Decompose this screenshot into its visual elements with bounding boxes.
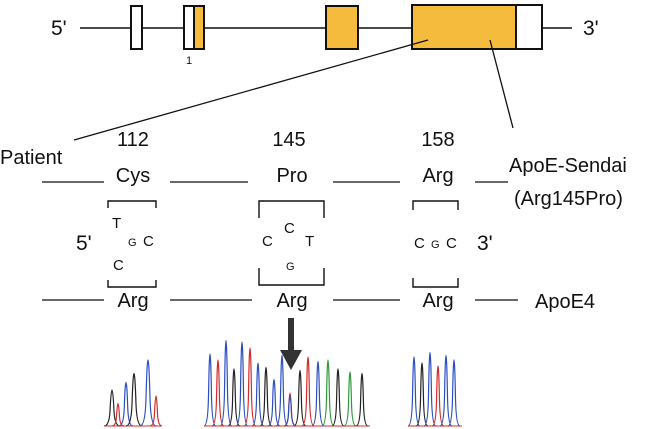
codon-145-position: 145 <box>272 129 305 151</box>
zoom-line-right <box>489 39 514 129</box>
chromatogram-peak <box>447 359 461 427</box>
codon-158-base-c2: C <box>446 235 457 252</box>
chromatogram-peak <box>275 355 289 427</box>
bracket-112-top <box>107 200 157 208</box>
chromatogram-peak <box>111 402 125 427</box>
exon-noncoding-3 <box>515 4 543 50</box>
bracket-112-bottom <box>107 280 157 288</box>
down-arrow-icon <box>280 318 302 370</box>
chromatogram-peak <box>235 341 249 427</box>
codon-112-base-c: C <box>143 233 154 250</box>
exon-coding-2 <box>325 5 359 50</box>
chromatogram-peak <box>259 366 273 427</box>
gene-three-prime-label: 3' <box>583 17 599 40</box>
codon-158-position: 158 <box>421 129 454 151</box>
chromatogram-peak <box>251 362 265 427</box>
codon-145-reference-aa: Arg <box>276 290 307 312</box>
exon-coding-3 <box>411 4 517 50</box>
codon-158-base-g: G <box>431 239 440 251</box>
codon-112-base-c-low: C <box>113 257 124 274</box>
chromatogram-peak <box>211 359 225 427</box>
chromatogram-peak <box>203 353 217 427</box>
codon-112-base-g: G <box>128 237 137 249</box>
bracket-145-top <box>258 200 325 218</box>
codon-158-base-c1: C <box>414 235 425 252</box>
chromatogram-peak <box>355 372 369 427</box>
codon-158-reference-aa: Arg <box>422 290 453 312</box>
chromatogram-peak <box>331 368 345 427</box>
seq-five-prime-label: 5' <box>76 232 92 255</box>
chromatogram-peak <box>311 361 325 427</box>
chromatogram-peak <box>407 356 421 427</box>
patient-label: Patient <box>0 147 63 169</box>
codon-145-base-g: G <box>286 261 295 273</box>
chromatogram-peak <box>293 369 307 427</box>
chromatogram-peak <box>343 371 357 427</box>
exon-coding-1 <box>193 5 205 50</box>
chromatogram-peak <box>243 347 257 427</box>
chromatogram <box>103 339 462 427</box>
chromatogram-peak <box>439 355 453 427</box>
codon-158-patient-aa: Arg <box>422 165 453 187</box>
bracket-158-top <box>412 200 459 210</box>
codon-brackets <box>107 200 459 288</box>
exon-noncoding-1 <box>130 5 143 50</box>
exon-number-label: 1 <box>186 55 192 67</box>
codon-112-position: 112 <box>117 129 149 151</box>
chromatogram-peak <box>321 359 335 427</box>
codon-145-base-t: T <box>305 233 314 250</box>
variant-label-line2: (Arg145Pro) <box>514 188 623 210</box>
codon-112-patient-aa: Cys <box>116 165 150 187</box>
chromatogram-peak <box>267 379 281 427</box>
chromatogram-peak <box>431 365 445 427</box>
gene-structure: 5' 3' 1 <box>51 4 599 141</box>
chromatogram-peak <box>227 368 241 427</box>
chromatogram-peak <box>125 372 143 427</box>
codon-145-patient-aa: Pro <box>276 165 307 187</box>
chromatogram-peak <box>149 395 163 427</box>
chromatogram-peak <box>118 382 134 427</box>
chromatogram-peak <box>139 359 157 427</box>
codon-145-base-c2: C <box>284 220 295 237</box>
exon-noncoding-2 <box>183 5 195 50</box>
chromatogram-peak <box>283 395 297 427</box>
codon-145-base-c1: C <box>262 233 273 250</box>
chromatogram-peak <box>423 352 437 427</box>
bracket-145-bottom <box>258 268 325 286</box>
chromatogram-peak <box>415 362 429 427</box>
chromatogram-peak <box>219 339 233 427</box>
reference-label: ApoE4 <box>535 291 595 313</box>
variant-label-line1: ApoE-Sendai <box>509 155 627 177</box>
zoom-line-left <box>73 39 429 141</box>
bracket-158-bottom <box>412 278 459 288</box>
seq-three-prime-label: 3' <box>477 232 493 255</box>
codon-112-reference-aa: Arg <box>117 290 148 312</box>
codon-112-base-t: T <box>112 215 121 232</box>
gene-five-prime-label: 5' <box>51 17 67 40</box>
chromatogram-peak <box>301 356 315 427</box>
